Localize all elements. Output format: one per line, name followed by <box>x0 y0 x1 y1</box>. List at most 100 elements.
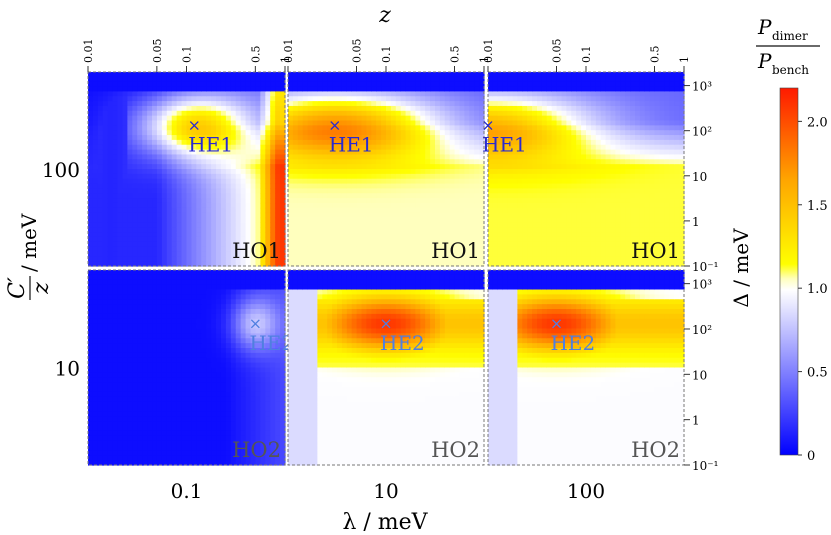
heatmap-cell <box>265 178 271 185</box>
heatmap-cell <box>635 256 641 262</box>
heatmap-cell <box>630 178 636 185</box>
heatmap-cell <box>459 217 465 223</box>
heatmap-cell <box>112 115 119 122</box>
heatmap-cell <box>265 135 271 141</box>
heatmap-cell <box>292 212 299 219</box>
heatmap-cell <box>586 130 592 136</box>
heatmap-cell <box>571 241 577 248</box>
heatmap-cell <box>327 149 333 156</box>
heatmap-cell <box>112 81 119 88</box>
heatmap-cell <box>644 207 651 214</box>
peak-marker <box>330 121 340 131</box>
heatmap-cell <box>590 110 597 117</box>
heatmap-cell <box>92 430 99 437</box>
heatmap-cell <box>420 159 426 165</box>
heatmap-cell <box>386 188 392 194</box>
heatmap-cell <box>92 212 99 219</box>
heatmap-cell <box>211 212 217 219</box>
heatmap-cell <box>415 222 421 228</box>
heatmap-cell <box>497 72 504 78</box>
heatmap-cell <box>679 105 685 112</box>
heatmap-cell <box>225 193 232 199</box>
heatmap-cell <box>117 261 124 267</box>
heatmap-cell <box>88 440 94 447</box>
heatmap-cell <box>400 173 407 180</box>
heatmap-cell <box>669 149 675 156</box>
heatmap-cell <box>674 164 680 170</box>
heatmap-cell <box>474 135 480 141</box>
heatmap-cell <box>102 125 109 131</box>
heatmap-cell <box>186 120 193 126</box>
heatmap-cell <box>395 261 402 267</box>
heatmap-cell <box>654 110 661 117</box>
heatmap-cell <box>122 246 128 253</box>
heatmap-cell <box>92 338 99 344</box>
heatmap-cell <box>102 130 109 136</box>
heatmap-cell <box>327 178 333 185</box>
heatmap-cell <box>292 202 299 209</box>
heatmap-cell <box>581 241 587 248</box>
heatmap-cell <box>307 115 314 122</box>
heatmap-cell <box>600 227 607 233</box>
heatmap-cell <box>395 110 402 117</box>
heatmap-cell <box>240 261 247 267</box>
heatmap-cell <box>532 110 538 117</box>
heatmap-cell <box>479 96 485 102</box>
heatmap-cell <box>659 130 665 136</box>
heatmap-cell <box>265 227 271 233</box>
heatmap-cell <box>541 154 548 160</box>
heatmap-cell <box>576 120 582 126</box>
heatmap-cell <box>112 246 119 253</box>
heatmap-cell <box>459 130 465 136</box>
heatmap-cell <box>292 139 299 146</box>
heatmap-cell <box>332 169 338 175</box>
heatmap-cell <box>102 435 109 442</box>
heatmap-cell <box>615 81 621 88</box>
heatmap-cell <box>449 207 456 214</box>
heatmap-cell <box>322 86 328 92</box>
heatmap-cell <box>142 236 148 243</box>
heatmap-cell <box>280 115 286 122</box>
heatmap-cell <box>265 91 271 97</box>
heatmap-cell <box>371 178 377 185</box>
heatmap-cell <box>288 86 294 92</box>
heatmap-cell <box>522 96 528 102</box>
heatmap-cell <box>454 101 461 107</box>
heatmap-cell <box>307 261 314 267</box>
heatmap-cell <box>546 105 553 112</box>
heatmap-cell <box>201 101 207 107</box>
heatmap-cell <box>97 139 104 146</box>
heatmap-cell <box>88 299 94 305</box>
heatmap-cell <box>659 236 665 243</box>
heatmap-cell <box>97 357 104 364</box>
heatmap-cell <box>275 202 281 209</box>
heatmap-cell <box>390 256 397 262</box>
heatmap-cell <box>297 72 304 78</box>
heatmap-cell <box>659 241 665 248</box>
heatmap-cell <box>541 76 548 83</box>
heatmap-cell <box>586 81 592 88</box>
heatmap-cell <box>546 130 553 136</box>
heatmap-cell <box>512 144 518 151</box>
heatmap-cell <box>171 164 178 170</box>
heatmap-cell <box>176 178 183 185</box>
heatmap-cell <box>679 125 685 131</box>
heatmap-cell <box>376 110 382 117</box>
heatmap-cell <box>181 202 188 209</box>
heatmap-cell <box>630 86 636 92</box>
heatmap-cell <box>620 202 626 209</box>
heatmap-cell <box>260 217 266 223</box>
heatmap-cell <box>630 246 636 253</box>
heatmap-cell <box>137 139 143 146</box>
heatmap-cell <box>649 236 656 243</box>
heatmap-cell <box>400 227 407 233</box>
heatmap-cell <box>317 76 323 83</box>
heatmap-cell <box>566 188 572 194</box>
heatmap-cell <box>492 178 499 185</box>
heatmap-cell <box>639 96 646 102</box>
heatmap-cell <box>639 139 646 146</box>
heatmap-cell <box>245 246 252 253</box>
heatmap-cell <box>620 183 626 189</box>
heatmap-cell <box>488 159 494 165</box>
heatmap-cell <box>361 115 367 122</box>
